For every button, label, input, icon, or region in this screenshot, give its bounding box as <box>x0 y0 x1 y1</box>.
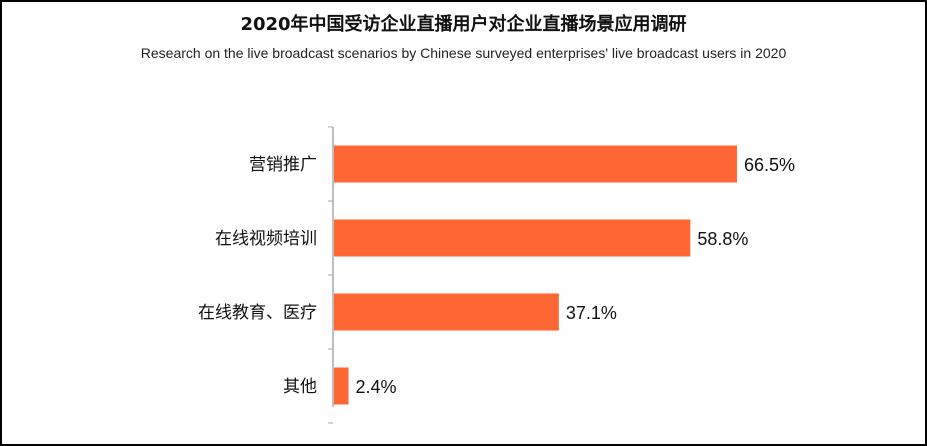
value-label: 66.5% <box>744 155 795 175</box>
category-label: 在线教育、医疗 <box>198 303 317 323</box>
bar-3 <box>334 293 559 331</box>
chart-title: 2020年中国受访企业直播用户对企业直播场景应用调研 <box>240 14 687 35</box>
chart-subtitle: Research on the live broadcast scenarios… <box>140 45 787 61</box>
value-labels: 66.5% 58.8% 37.1% 2.4% <box>356 155 795 397</box>
bar-4 <box>334 367 349 405</box>
category-label: 其他 <box>283 377 317 397</box>
category-label: 营销推广 <box>249 155 317 175</box>
value-label: 2.4% <box>356 377 397 397</box>
bar-1 <box>334 145 737 183</box>
value-label: 58.8% <box>697 229 748 249</box>
category-label: 在线视频培训 <box>215 229 317 249</box>
bar-series <box>328 126 737 424</box>
value-label: 37.1% <box>566 303 617 323</box>
bar-2 <box>334 219 691 257</box>
